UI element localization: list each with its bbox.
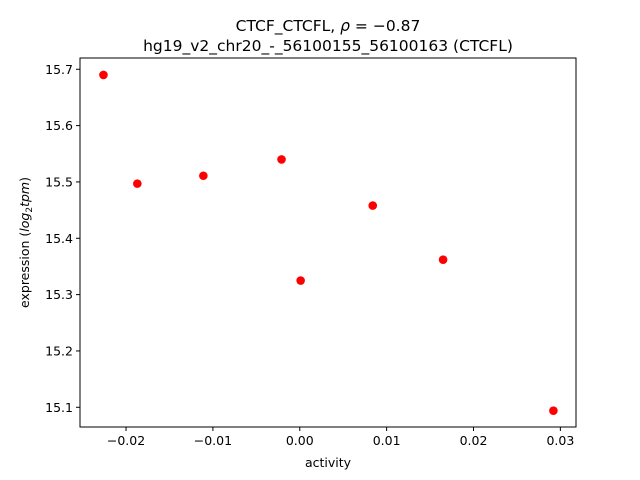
- x-axis-label: activity: [305, 455, 352, 470]
- y-tick-label: 15.3: [45, 287, 73, 302]
- data-point: [549, 406, 558, 415]
- data-point: [133, 179, 142, 188]
- data-point: [368, 201, 378, 210]
- y-tick-label: 15.7: [45, 62, 73, 77]
- y-axis: 15.1 15.2 15.3 15.4 15.5 15.6 15.7: [45, 62, 80, 415]
- data-point: [296, 276, 305, 285]
- data-point: [438, 255, 448, 264]
- y-tick-label: 15.2: [45, 343, 73, 358]
- x-tick-label: 0.01: [373, 433, 401, 448]
- x-tick-label: 0.00: [286, 433, 314, 448]
- y-axis-label: expression (log2tpm): [17, 177, 35, 308]
- data-points: [99, 70, 558, 415]
- y-tick-label: 15.1: [45, 400, 73, 415]
- x-tick-label: 0.03: [546, 433, 574, 448]
- x-axis: −0.02 −0.01 0.00 0.01 0.02 0.03: [107, 427, 574, 448]
- x-tick-label: 0.02: [460, 433, 488, 448]
- x-tick-label: −0.02: [107, 433, 145, 448]
- chart-title-line2: hg19_v2_chr20_-_56100155_56100163 (CTCFL…: [143, 37, 513, 56]
- x-tick-label: −0.01: [194, 433, 232, 448]
- data-point: [199, 171, 208, 181]
- y-tick-label: 15.4: [45, 231, 73, 246]
- plot-area: [79, 57, 577, 428]
- y-tick-label: 15.5: [45, 174, 73, 189]
- chart-title-line1: CTCF_CTCFL, ρ = −0.87: [236, 17, 421, 36]
- data-point: [277, 155, 286, 164]
- axes-frame: [79, 57, 577, 428]
- y-tick-label: 15.6: [45, 118, 73, 133]
- data-point: [99, 70, 108, 80]
